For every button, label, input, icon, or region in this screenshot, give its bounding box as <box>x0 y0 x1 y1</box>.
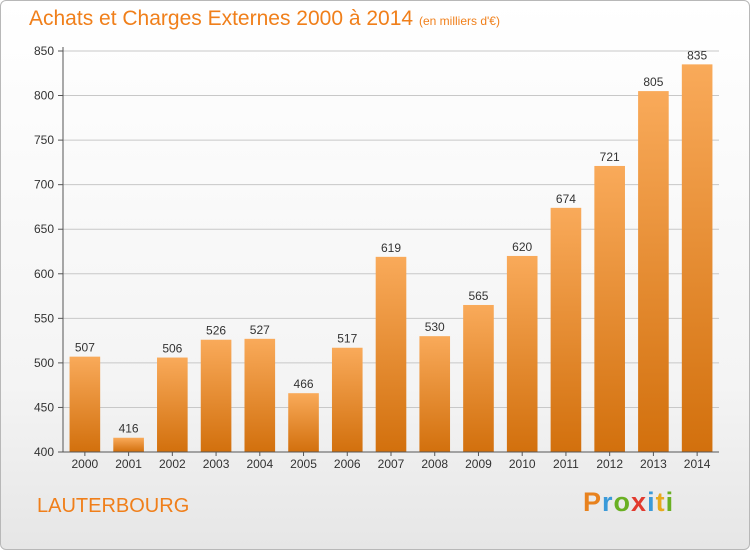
y-tick-label: 850 <box>34 44 54 58</box>
y-tick-label: 450 <box>34 400 54 414</box>
x-tick-label: 2011 <box>553 457 579 471</box>
x-tick-label: 2004 <box>246 457 273 471</box>
bar <box>244 338 276 452</box>
data-label: 416 <box>119 422 139 436</box>
bar <box>113 437 144 452</box>
y-tick-label: 500 <box>34 356 54 370</box>
axis-layer: 400 450 500 550 600 650 700 750 800 850 2000 2001 20… <box>34 44 719 471</box>
brand-logo: Proxiti <box>583 487 674 518</box>
data-label: 835 <box>687 48 707 62</box>
bar <box>419 336 451 452</box>
x-tick-label: 2001 <box>115 457 142 471</box>
bar <box>506 255 538 452</box>
data-label: 527 <box>250 323 270 337</box>
x-tick-label: 2007 <box>378 457 405 471</box>
data-label: 805 <box>643 75 663 89</box>
chart-title: Achats et Charges Externes 2000 à 2014 <box>29 7 414 30</box>
brand-letter: x <box>631 487 648 517</box>
bar <box>331 347 363 452</box>
data-label: 466 <box>294 377 314 391</box>
bar <box>157 357 188 452</box>
x-tick-label: 2010 <box>509 457 536 471</box>
y-tick-label: 550 <box>34 311 54 325</box>
x-tick-label: 2009 <box>465 457 492 471</box>
data-label: 530 <box>425 320 445 334</box>
bar <box>463 304 494 452</box>
data-label: 721 <box>600 150 620 164</box>
data-label: 674 <box>556 192 576 206</box>
brand-letter: t <box>655 487 666 517</box>
x-tick-label: 2000 <box>72 457 99 471</box>
x-tick-label: 2005 <box>290 457 317 471</box>
data-label: 565 <box>468 289 488 303</box>
brand-letter: r <box>602 487 614 517</box>
city-name: LAUTERBOURG <box>37 495 190 517</box>
bar <box>288 393 319 452</box>
x-tick-label: 2012 <box>596 457 623 471</box>
data-label: 620 <box>512 240 532 254</box>
bar <box>200 339 232 452</box>
brand-letter: i <box>665 487 675 517</box>
y-tick-label: 400 <box>34 445 54 459</box>
y-tick-label: 600 <box>34 267 54 281</box>
data-label: 526 <box>206 324 226 338</box>
bar <box>375 256 407 452</box>
y-tick-label: 700 <box>34 178 54 192</box>
bar <box>681 64 713 452</box>
x-tick-label: 2003 <box>203 457 230 471</box>
bar <box>594 165 625 452</box>
y-tick-label: 750 <box>34 133 54 147</box>
bar <box>638 91 669 452</box>
y-tick-label: 650 <box>34 222 54 236</box>
data-label: 619 <box>381 241 401 255</box>
chart-subtitle: (en milliers d'€) <box>419 14 500 28</box>
x-tick-label: 2013 <box>640 457 667 471</box>
bar <box>69 356 101 452</box>
x-tick-label: 2014 <box>684 457 711 471</box>
brand-letter: o <box>613 487 632 517</box>
data-label: 507 <box>75 341 95 355</box>
x-tick-label: 2008 <box>421 457 448 471</box>
x-tick-label: 2006 <box>334 457 361 471</box>
brand-letter: i <box>647 487 656 517</box>
bar-layer: 507 416 506 526 527 466 517 619 530 565 620 674 721 8… <box>69 48 713 452</box>
y-tick-label: 800 <box>34 89 54 103</box>
x-tick-label: 2002 <box>159 457 186 471</box>
data-label: 506 <box>162 342 182 356</box>
data-label: 517 <box>337 332 357 346</box>
brand-letter: P <box>583 487 603 517</box>
bar <box>550 207 582 452</box>
